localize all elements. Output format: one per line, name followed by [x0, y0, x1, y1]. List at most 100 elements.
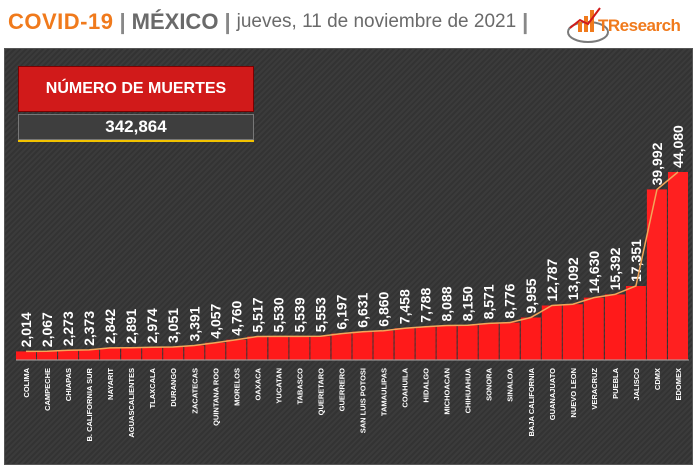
bar-durango: [163, 347, 184, 360]
bar-morelos: [226, 339, 247, 360]
data-label: 4,057: [207, 303, 223, 338]
category-label: TLAXCALA: [148, 367, 157, 408]
category-label: HIDALGO: [422, 368, 431, 403]
category-label: BAJA CALIFORNIA: [527, 367, 536, 436]
bar-queretaro: [310, 336, 331, 360]
category-label: EDOMEX: [674, 368, 683, 401]
title-separator-3: |: [522, 9, 529, 34]
bar-sonora: [478, 323, 499, 360]
data-label: 9,955: [523, 278, 539, 313]
bar-b-california-sur: [79, 349, 100, 360]
category-label: VERACRUZ: [590, 368, 599, 410]
bar-yucatan: [268, 336, 289, 360]
data-label: 7,788: [418, 288, 434, 323]
data-label: 3,051: [165, 308, 181, 343]
data-label: 2,974: [144, 308, 160, 343]
bar-puebla: [604, 294, 625, 360]
data-label: 8,150: [460, 286, 476, 321]
category-label: JALISCO: [632, 368, 641, 401]
brand-text: TResearch: [598, 16, 681, 35]
bar-edomex: [668, 172, 688, 360]
bar-michoacan: [436, 325, 457, 360]
category-label: DURANGO: [169, 368, 178, 407]
bar-tamaulipas: [373, 330, 394, 360]
data-label: 13,092: [565, 257, 581, 300]
category-label: MICHOACAN: [443, 368, 452, 415]
category-label: SAN LUIS POTOSI: [359, 368, 368, 433]
category-label: GUANAJUATO: [548, 368, 557, 420]
data-label: 5,517: [249, 297, 265, 332]
bar-guanajuato: [541, 305, 562, 360]
category-label: SONORA: [485, 367, 494, 401]
bar-jalisco: [625, 286, 646, 360]
data-label: 17,351: [628, 239, 644, 282]
deaths-value: 342,864: [18, 114, 254, 140]
data-label: 5,530: [270, 297, 286, 332]
bar-tabasco: [289, 336, 310, 360]
data-label: 6,631: [355, 292, 371, 327]
title-separator: |: [119, 9, 126, 34]
category-label: TAMAULIPAS: [380, 368, 389, 416]
data-label: 2,373: [81, 311, 97, 346]
bar-zacatecas: [184, 345, 205, 360]
trend-line: [25, 171, 679, 353]
bar-coahuila: [394, 328, 415, 360]
data-label: 2,067: [39, 312, 55, 347]
bar-veracruz: [583, 297, 604, 360]
category-label: ZACATECAS: [190, 368, 199, 414]
bar-tlaxcala: [142, 347, 163, 360]
title-country: MÉXICO: [131, 9, 219, 34]
bar-oaxaca: [247, 336, 268, 360]
category-label: QUERETARO: [317, 368, 326, 416]
category-label: SINALOA: [506, 367, 515, 401]
bar-nuevo-leon: [562, 304, 583, 360]
data-label: 2,842: [102, 309, 118, 344]
bar-quintana-roo: [205, 342, 226, 360]
header-bar: COVID-19 | MÉXICO | jueves, 11 de noviem…: [0, 0, 697, 48]
bar-colima: [16, 351, 36, 360]
category-label: CDMX: [653, 368, 662, 390]
data-label: 2,014: [18, 312, 34, 347]
category-label: NUEVO LEON: [569, 368, 578, 418]
data-label: 8,571: [481, 284, 497, 319]
category-label: AGUASCALIENTES: [127, 368, 136, 438]
data-label: 2,891: [123, 308, 139, 343]
deaths-underline: [18, 140, 254, 142]
bar-nayarit: [100, 347, 121, 360]
bar-aguascalientes: [121, 347, 142, 360]
category-label: YUCATAN: [274, 368, 283, 404]
category-label: COAHUILA: [401, 367, 410, 407]
data-label: 6,197: [334, 294, 350, 329]
title-covid: COVID-19: [8, 9, 114, 34]
bar-cdmx: [646, 189, 667, 360]
data-label: 12,787: [544, 258, 560, 301]
category-label: PUEBLA: [611, 367, 620, 398]
page-title: COVID-19 | MÉXICO | jueves, 11 de noviem…: [8, 4, 534, 40]
category-label: CHIHUAHUA: [464, 367, 473, 413]
deaths-label: NÚMERO DE MUERTES: [18, 66, 254, 112]
data-label: 39,992: [649, 142, 665, 185]
category-label: COLIMA: [22, 367, 31, 397]
data-label: 5,553: [313, 297, 329, 332]
bar-hidalgo: [415, 326, 436, 360]
bar-guerrero: [331, 333, 352, 360]
data-label: 4,760: [228, 300, 244, 335]
data-label: 3,391: [186, 306, 202, 341]
bar-chiapas: [58, 350, 79, 360]
data-label: 7,458: [397, 289, 413, 324]
data-label: 14,630: [586, 251, 602, 294]
category-label: CAMPECHE: [43, 368, 52, 411]
bar-campeche: [37, 351, 57, 360]
data-label: 44,080: [670, 125, 686, 168]
category-label: QUINTANA ROO: [211, 368, 220, 426]
category-label: OAXACA: [253, 367, 262, 400]
brand-logo-icon: [567, 7, 609, 43]
data-label: 8,776: [502, 283, 518, 318]
brand-name: TResearch: [598, 16, 681, 36]
title-date: jueves, 11 de noviembre de 2021: [236, 11, 517, 32]
deaths-summary-box: NÚMERO DE MUERTES 342,864: [18, 66, 254, 142]
category-label: NAYARIT: [106, 368, 115, 400]
category-label: MORELOS: [232, 368, 241, 406]
category-label: TABASCO: [295, 368, 304, 405]
